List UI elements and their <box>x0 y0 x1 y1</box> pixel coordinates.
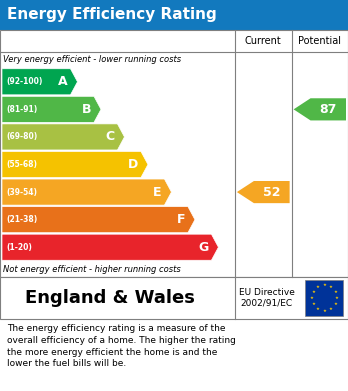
Polygon shape <box>2 69 78 95</box>
Text: G: G <box>198 241 208 254</box>
Bar <box>0 0 348 30</box>
Text: ★: ★ <box>311 302 315 306</box>
Text: Potential: Potential <box>298 36 341 46</box>
Text: ★: ★ <box>322 308 326 312</box>
Text: ★: ★ <box>322 283 326 287</box>
Bar <box>0 277 348 319</box>
Text: 52: 52 <box>263 186 280 199</box>
Text: (1-20): (1-20) <box>6 243 32 252</box>
Text: Current: Current <box>245 36 282 46</box>
Text: (92-100): (92-100) <box>6 77 42 86</box>
Text: F: F <box>176 213 185 226</box>
Bar <box>305 280 343 316</box>
Text: (81-91): (81-91) <box>6 105 37 114</box>
Bar <box>0 30 348 277</box>
Polygon shape <box>2 179 172 205</box>
Text: ★: ★ <box>333 290 337 294</box>
Text: England & Wales: England & Wales <box>25 289 195 307</box>
Text: ★: ★ <box>316 285 320 289</box>
Polygon shape <box>2 124 125 150</box>
Text: Not energy efficient - higher running costs: Not energy efficient - higher running co… <box>3 264 181 273</box>
Text: ★: ★ <box>333 302 337 306</box>
Text: ★: ★ <box>335 296 339 300</box>
Polygon shape <box>2 206 195 233</box>
Text: Very energy efficient - lower running costs: Very energy efficient - lower running co… <box>3 56 182 65</box>
Text: (69-80): (69-80) <box>6 133 37 142</box>
Text: ★: ★ <box>311 290 315 294</box>
Text: E: E <box>153 186 161 199</box>
Text: 87: 87 <box>319 103 337 116</box>
Text: C: C <box>105 131 114 143</box>
Text: D: D <box>128 158 138 171</box>
Polygon shape <box>2 96 101 122</box>
Text: B: B <box>81 103 91 116</box>
Polygon shape <box>237 181 290 203</box>
Text: (21-38): (21-38) <box>6 215 37 224</box>
Text: ★: ★ <box>316 307 320 311</box>
Text: ★: ★ <box>329 285 332 289</box>
Text: ★: ★ <box>329 307 332 311</box>
Text: A: A <box>58 75 68 88</box>
Polygon shape <box>2 234 219 260</box>
Polygon shape <box>2 151 148 178</box>
Text: (55-68): (55-68) <box>6 160 37 169</box>
Text: (39-54): (39-54) <box>6 188 37 197</box>
Polygon shape <box>294 98 346 120</box>
Text: EU Directive
2002/91/EC: EU Directive 2002/91/EC <box>239 288 294 308</box>
Text: Energy Efficiency Rating: Energy Efficiency Rating <box>7 7 217 23</box>
Text: The energy efficiency rating is a measure of the
overall efficiency of a home. T: The energy efficiency rating is a measur… <box>7 324 236 368</box>
Text: ★: ★ <box>310 296 314 300</box>
